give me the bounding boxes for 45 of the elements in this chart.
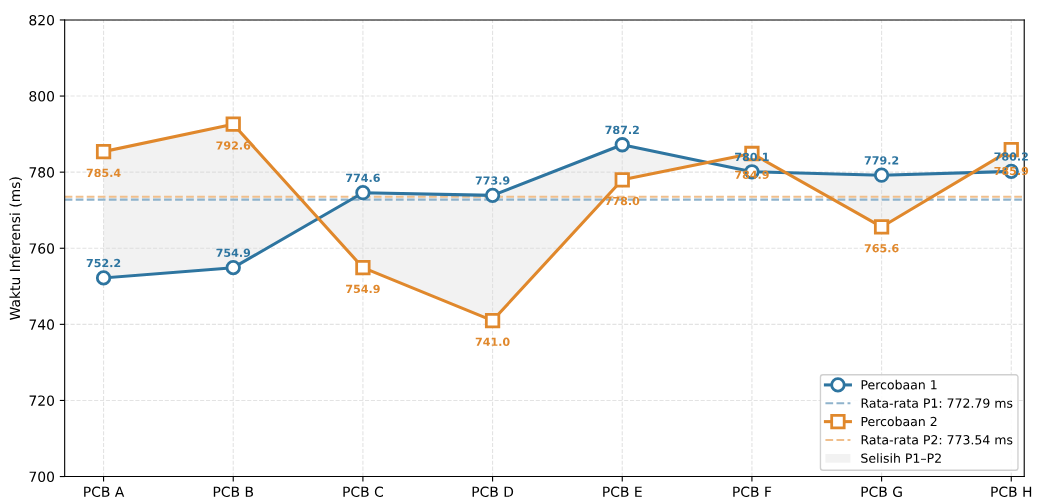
point xyxy=(95,143,112,160)
y-tick-label: 720 xyxy=(29,395,55,406)
data-label: 754.9 xyxy=(346,284,380,294)
y-axis-title: Waktu Inferensi (ms) xyxy=(9,177,22,320)
data-label: 773.9 xyxy=(475,176,510,185)
legend-label: Rata-rata P2: 773.54 ms xyxy=(861,435,1013,445)
point xyxy=(355,185,371,201)
data-label: 779.2 xyxy=(864,156,899,165)
legend-label: Rata-rata P1: 772.79 ms xyxy=(861,398,1013,408)
point xyxy=(873,219,890,235)
x-tick-label: PCB C xyxy=(343,486,384,498)
data-label: 792.6 xyxy=(216,141,251,150)
data-label: 741.0 xyxy=(475,337,510,346)
annotation: Selisih P1–P2 xyxy=(861,453,941,463)
point xyxy=(225,260,241,276)
x-tick-label: PCB B xyxy=(213,486,254,498)
point xyxy=(484,312,501,329)
x-tick-label: PCB A xyxy=(84,486,125,498)
y-tick-label: 800 xyxy=(29,91,55,102)
point xyxy=(225,116,241,132)
y-tick-label: 700 xyxy=(29,471,55,483)
x-tick-label: PCB E xyxy=(603,486,642,498)
data-label: 774.6 xyxy=(346,173,380,183)
x-tick-label: PCB F xyxy=(733,486,772,498)
data-label: 752.2 xyxy=(86,258,121,268)
y-tick-label: 760 xyxy=(29,243,55,254)
point xyxy=(484,187,501,204)
data-label: 778.0 xyxy=(605,196,640,206)
data-label: 785.4 xyxy=(86,168,121,178)
y-tick-label: 740 xyxy=(29,319,55,330)
y-tick-label: 780 xyxy=(29,167,55,178)
point xyxy=(355,260,371,276)
point xyxy=(873,167,890,183)
x-tick-label: PCB H xyxy=(991,486,1032,498)
point xyxy=(614,137,630,153)
data-label: 787.2 xyxy=(605,125,639,135)
legend-label: Percobaan 2 xyxy=(861,416,937,427)
x-tick-label: PCB G xyxy=(861,486,902,498)
data-label: 754.9 xyxy=(216,248,251,257)
legend-label: Percobaan 1 xyxy=(861,379,937,390)
y-tick-label: 820 xyxy=(29,14,55,26)
x-tick-label: PCB D xyxy=(472,486,514,498)
point xyxy=(95,270,112,286)
data-label: 765.6 xyxy=(864,244,899,253)
point xyxy=(614,172,630,188)
